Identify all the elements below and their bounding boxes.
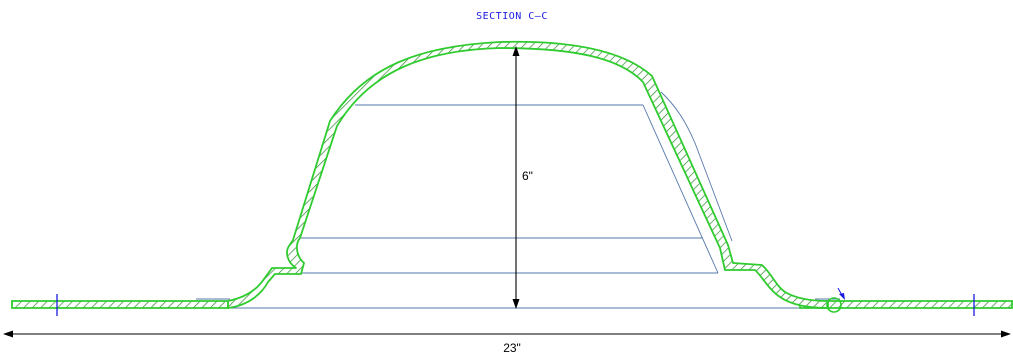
section-title: SECTION C–C [476,11,548,22]
right-flange-wall [799,300,1013,309]
construction-slant-inner [642,104,719,274]
width-dimension-label: 23" [503,341,521,355]
construction-lines [196,91,840,309]
detail-circle [826,297,842,313]
height-dimension-label: 6" [522,169,533,183]
width-dimension [3,330,1011,338]
height-dimension [512,46,520,309]
width-arrow-right [1001,330,1011,338]
construction-slant-outer [660,91,733,242]
left-flange-wall [11,300,229,309]
detail-arrow [837,287,845,300]
width-arrow-left [3,330,13,338]
height-arrow-top [512,46,520,56]
height-arrow-bottom [512,299,520,309]
